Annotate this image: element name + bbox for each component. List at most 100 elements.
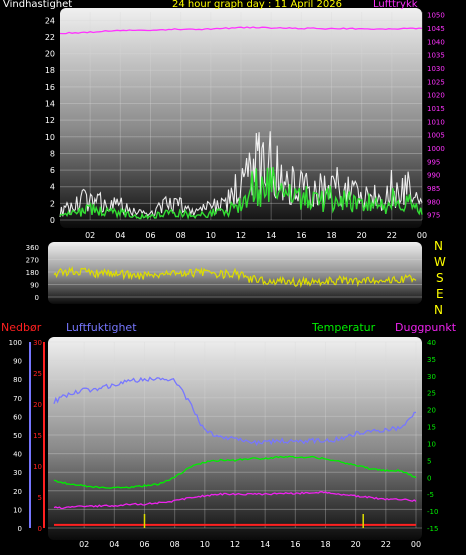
- climate-x-tick-7: 16: [290, 540, 300, 549]
- precip-y-tick-3: 15: [33, 432, 42, 440]
- pressure-series: [59, 26, 423, 35]
- climate-series-0: [53, 376, 417, 447]
- wind-speed-label: Vindhastighet: [3, 0, 73, 10]
- humidity-y-tick-5: 50: [13, 432, 22, 440]
- temp-y-tick-6: 15: [427, 424, 436, 432]
- direction-panel-bg: [48, 242, 422, 304]
- pressure-y-tick-9: 1020: [427, 92, 445, 100]
- pressure-y-tick-11: 1030: [427, 65, 445, 73]
- wind-y-tick-2: 4: [50, 183, 55, 192]
- humidity-label: Luftfuktighet: [66, 321, 137, 334]
- pressure-y-tick-5: 1000: [427, 145, 445, 153]
- wind-y-tick-1: 2: [50, 199, 55, 208]
- climate-series-1: [53, 455, 417, 489]
- direction-y-tick-2: 180: [26, 269, 39, 277]
- climate-x-tick-0: 02: [79, 540, 89, 549]
- wind-y-tick-3: 6: [50, 166, 55, 175]
- pressure-y-tick-1: 980: [427, 198, 440, 206]
- dewpoint-label: Duggpunkt: [395, 321, 457, 334]
- wind-y-tick-0: 0: [50, 216, 55, 225]
- humidity-y-tick-9: 90: [13, 358, 22, 366]
- humidity-y-tick-10: 100: [9, 339, 22, 347]
- climate-x-tick-1: 04: [109, 540, 119, 549]
- pressure-label: Lufttrykk: [373, 0, 418, 10]
- wind-x-tick-2: 06: [145, 231, 155, 240]
- precip-y-tick-1: 5: [38, 494, 42, 502]
- precip-label: Nedbør: [1, 321, 42, 334]
- wind-y-tick-7: 14: [45, 100, 55, 109]
- wind-x-tick-7: 16: [296, 231, 306, 240]
- precip-y-tick-5: 25: [33, 370, 42, 378]
- humidity-y-tick-3: 30: [13, 469, 22, 477]
- wind-y-tick-8: 16: [45, 83, 55, 92]
- climate-x-tick-2: 06: [139, 540, 149, 549]
- pressure-y-tick-6: 1005: [427, 132, 445, 140]
- compass-west: W: [434, 255, 446, 269]
- wind-panel-bg: [60, 8, 422, 228]
- climate-x-tick-8: 18: [320, 540, 330, 549]
- temp-y-tick-2: -5: [427, 491, 434, 499]
- humidity-y-tick-0: 0: [18, 525, 22, 533]
- temp-y-tick-3: 0: [427, 474, 431, 482]
- humidity-y-tick-2: 20: [13, 488, 22, 496]
- wind-x-tick-3: 08: [176, 231, 186, 240]
- humidity-y-tick-7: 70: [13, 395, 22, 403]
- wind-x-tick-6: 14: [266, 231, 276, 240]
- pressure-y-tick-3: 990: [427, 172, 440, 180]
- precip-y-tick-2: 10: [33, 463, 42, 471]
- pressure-y-tick-2: 985: [427, 185, 440, 193]
- direction-series: [53, 266, 417, 289]
- climate-series-2: [53, 491, 417, 510]
- pressure-y-tick-14: 1045: [427, 25, 445, 33]
- temperature-label: Temperatur: [312, 321, 376, 334]
- wind-y-tick-12: 24: [45, 16, 55, 25]
- wind-y-tick-9: 18: [45, 66, 55, 75]
- pressure-y-tick-13: 1040: [427, 38, 445, 46]
- wind-y-tick-4: 8: [50, 149, 55, 158]
- wind-x-tick-11: 00: [417, 231, 427, 240]
- wind-series-gust: [59, 131, 423, 218]
- wind-x-tick-4: 10: [206, 231, 216, 240]
- direction-y-tick-1: 90: [30, 282, 39, 290]
- climate-x-tick-5: 12: [230, 540, 240, 549]
- temp-y-tick-0: -15: [427, 525, 438, 533]
- humidity-y-tick-8: 80: [13, 376, 22, 384]
- climate-x-tick-9: 20: [351, 540, 361, 549]
- precip-y-tick-0: 0: [38, 525, 42, 533]
- pressure-y-tick-0: 975: [427, 212, 440, 220]
- humidity-y-tick-1: 10: [13, 506, 22, 514]
- wind-y-tick-6: 12: [45, 116, 55, 125]
- temp-y-tick-7: 20: [427, 407, 436, 415]
- compass-south: S: [436, 271, 444, 285]
- wind-series-avg: [59, 167, 423, 220]
- compass-north-top: N: [434, 239, 443, 253]
- precip-y-tick-4: 20: [33, 401, 42, 409]
- precip-y-tick-6: 30: [33, 339, 42, 347]
- pressure-y-tick-4: 995: [427, 158, 440, 166]
- wind-x-tick-1: 04: [115, 231, 125, 240]
- pressure-y-tick-15: 1050: [427, 12, 445, 20]
- wind-y-tick-5: 10: [45, 133, 55, 142]
- pressure-y-tick-8: 1015: [427, 105, 445, 113]
- temp-y-tick-11: 40: [427, 339, 436, 347]
- climate-x-tick-10: 22: [381, 540, 391, 549]
- humidity-y-tick-6: 60: [13, 413, 22, 421]
- pressure-y-tick-7: 1010: [427, 118, 445, 126]
- temp-y-tick-9: 30: [427, 373, 436, 381]
- pressure-y-tick-12: 1035: [427, 52, 445, 60]
- direction-y-tick-4: 360: [26, 244, 39, 252]
- compass-north-bottom: N: [434, 303, 443, 317]
- climate-x-tick-3: 08: [170, 540, 180, 549]
- compass-east: E: [436, 287, 444, 301]
- wind-y-tick-11: 22: [45, 33, 55, 42]
- wind-x-tick-5: 12: [236, 231, 246, 240]
- chart-title: 24 hour graph day : 11 April 2026: [172, 0, 342, 10]
- humidity-y-tick-4: 40: [13, 451, 22, 459]
- wind-x-tick-9: 20: [357, 231, 367, 240]
- temp-y-tick-1: -10: [427, 508, 438, 516]
- direction-y-tick-3: 270: [26, 257, 39, 265]
- climate-x-tick-11: 00: [411, 540, 421, 549]
- wind-x-tick-0: 02: [85, 231, 95, 240]
- climate-x-tick-6: 14: [260, 540, 270, 549]
